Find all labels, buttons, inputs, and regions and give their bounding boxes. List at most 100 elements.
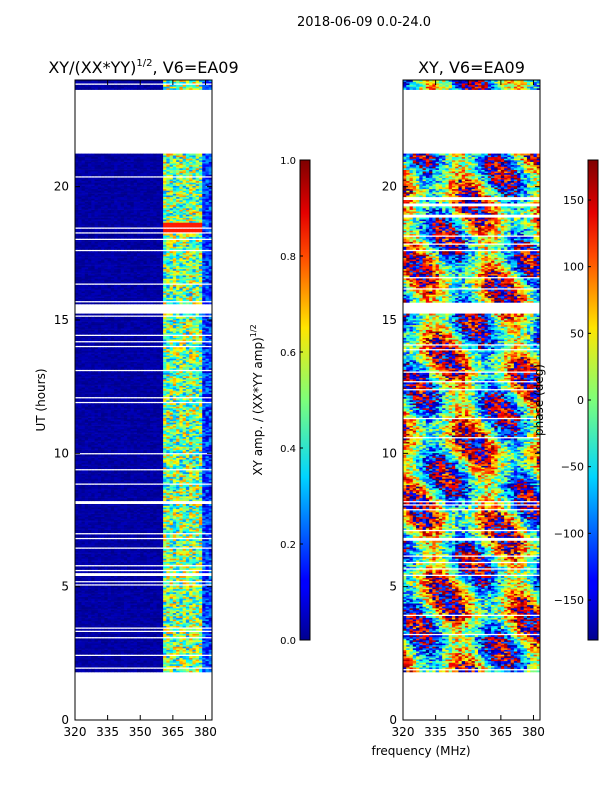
heatmap-cell <box>153 553 157 556</box>
heatmap-cell <box>117 632 122 634</box>
heatmap-cell <box>208 531 212 534</box>
heatmap-cell <box>117 566 122 569</box>
heatmap-cell <box>114 616 118 618</box>
heatmap-cell <box>163 465 167 468</box>
heatmap-cell <box>78 670 82 673</box>
heatmap-cell <box>166 454 170 457</box>
heatmap-cell <box>150 659 154 662</box>
heatmap-cell <box>75 563 79 566</box>
heatmap-cell <box>189 459 193 462</box>
heatmap-cell <box>172 601 177 604</box>
heatmap-cell <box>208 606 212 609</box>
heatmap-cell <box>179 643 184 646</box>
heatmap-cell <box>143 491 148 494</box>
heatmap-cell <box>198 475 203 478</box>
heatmap-cell <box>150 457 154 460</box>
heatmap-cell <box>150 467 154 470</box>
heatmap-cell <box>75 486 79 489</box>
heatmap-cell <box>117 523 122 526</box>
heatmap-cell <box>110 494 115 497</box>
heatmap-cell <box>104 492 109 495</box>
heatmap-cell <box>97 648 102 650</box>
heatmap-cell <box>182 545 187 548</box>
heatmap-cell <box>114 516 118 519</box>
heatmap-cell <box>185 561 190 564</box>
heatmap-cell <box>120 540 125 543</box>
heatmap-cell <box>140 603 144 606</box>
heatmap-cell <box>159 612 164 615</box>
heatmap-cell <box>182 512 187 514</box>
heatmap-cell <box>172 476 177 479</box>
heatmap-cell <box>101 516 105 519</box>
heatmap-cell <box>166 548 170 551</box>
heatmap-cell <box>78 604 82 607</box>
heatmap-cell <box>172 577 177 580</box>
heatmap-cell <box>172 555 177 558</box>
heatmap-cell <box>136 454 141 457</box>
heatmap-cell <box>179 494 184 497</box>
heatmap-cell <box>143 659 148 662</box>
heatmap-cell <box>202 552 206 554</box>
heatmap-cell <box>146 515 151 518</box>
heatmap-cell <box>104 534 109 537</box>
heatmap-cell <box>110 657 115 660</box>
heatmap-cell <box>176 604 180 607</box>
heatmap-cell <box>172 587 177 590</box>
heatmap-cell <box>182 635 187 638</box>
heatmap-cell <box>110 492 115 495</box>
heatmap-cell <box>146 499 151 502</box>
heatmap-cell <box>75 484 79 487</box>
heatmap-cell <box>143 472 148 474</box>
heatmap-cell <box>130 566 135 569</box>
heatmap-cell <box>110 556 115 559</box>
heatmap-cell <box>84 529 89 532</box>
heatmap-cell <box>166 480 170 482</box>
heatmap-cell <box>189 480 193 482</box>
heatmap-cell <box>202 481 206 484</box>
heatmap-cell <box>127 499 131 502</box>
heatmap-cell <box>107 620 112 623</box>
heatmap-cell <box>163 632 167 634</box>
heatmap-cell <box>205 598 210 601</box>
heatmap-cell <box>101 459 105 462</box>
heatmap-cell <box>88 603 92 606</box>
heatmap-cell <box>78 480 82 482</box>
heatmap-cell <box>127 590 131 593</box>
heatmap-cell <box>84 481 89 484</box>
heatmap-cell <box>192 481 197 484</box>
heatmap-cell <box>159 492 164 495</box>
heatmap-cell <box>150 484 154 487</box>
heatmap-cell <box>75 598 79 601</box>
heatmap-cell <box>192 560 197 562</box>
heatmap-cell <box>169 601 174 604</box>
heatmap-cell <box>166 531 170 534</box>
heatmap-cell <box>176 489 180 492</box>
heatmap-cell <box>205 593 210 596</box>
heatmap-cell <box>94 558 99 561</box>
heatmap-cell <box>133 577 138 580</box>
heatmap-cell <box>202 491 206 494</box>
heatmap-cell <box>143 651 148 654</box>
heatmap-cell <box>117 668 122 671</box>
heatmap-cell <box>192 494 197 497</box>
heatmap-cell <box>78 633 82 636</box>
heatmap-cell <box>179 620 184 623</box>
heatmap-cell <box>136 598 141 601</box>
heatmap-cell <box>97 518 102 521</box>
heatmap-cell <box>81 472 86 474</box>
heatmap-cell <box>136 529 141 532</box>
heatmap-cell <box>159 451 164 454</box>
heatmap-cell <box>117 520 122 522</box>
heatmap-cell <box>205 515 210 518</box>
heatmap-cell <box>166 576 170 578</box>
heatmap-cell <box>205 601 210 604</box>
heatmap-cell <box>140 648 144 650</box>
heatmap-cell <box>163 508 167 511</box>
heatmap-cell <box>75 558 79 561</box>
heatmap-cell <box>189 643 193 646</box>
heatmap-cell <box>198 545 203 548</box>
heatmap-cell <box>104 462 109 465</box>
heatmap-cell <box>172 646 177 649</box>
heatmap-cell <box>110 604 115 607</box>
heatmap-cell <box>205 561 210 564</box>
